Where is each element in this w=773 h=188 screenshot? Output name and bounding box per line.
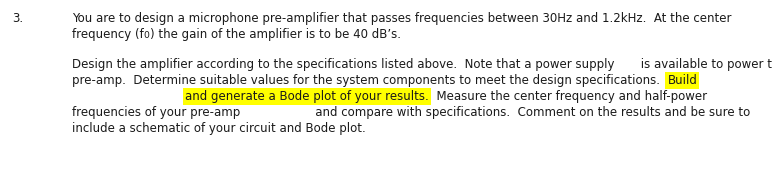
Text: Build: Build <box>668 74 697 87</box>
Text: pre-amp.  Determine suitable values for the system components to meet the design: pre-amp. Determine suitable values for t… <box>72 74 668 87</box>
Text: ) the gain of the amplifier is to be 40 dB’s.: ) the gain of the amplifier is to be 40 … <box>150 28 400 41</box>
Text: Measure the center frequency and half-power: Measure the center frequency and half-po… <box>429 90 707 103</box>
Text: Design the amplifier according to the specifications listed above.  Note that a : Design the amplifier according to the sp… <box>72 58 773 71</box>
Text: frequency (f: frequency (f <box>72 28 144 41</box>
Text: frequencies of your pre-amp                    and compare with specifications. : frequencies of your pre-amp and compare … <box>72 106 751 119</box>
Text: You are to design a microphone pre-amplifier that passes frequencies between 30H: You are to design a microphone pre-ampli… <box>72 12 731 25</box>
Text: 0: 0 <box>144 31 150 40</box>
Text: and generate a Bode plot of your results.: and generate a Bode plot of your results… <box>185 90 429 103</box>
Text: 3.: 3. <box>12 12 23 25</box>
Text: include a schematic of your circuit and Bode plot.: include a schematic of your circuit and … <box>72 122 366 135</box>
